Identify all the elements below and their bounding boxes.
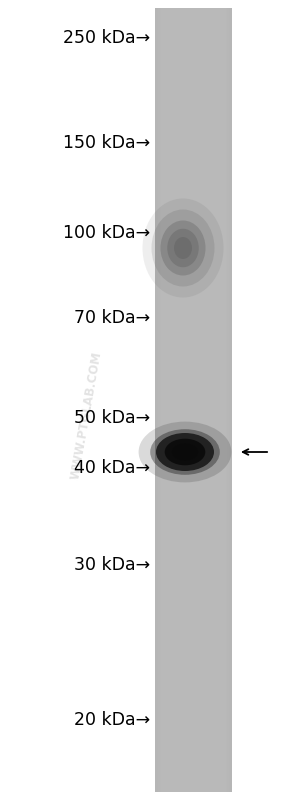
Ellipse shape: [143, 198, 223, 297]
Bar: [231, 8, 232, 792]
Text: WWW.PTGLAB.COM: WWW.PTGLAB.COM: [69, 351, 104, 480]
Ellipse shape: [172, 443, 198, 460]
Text: 250 kDa→: 250 kDa→: [62, 29, 150, 47]
Ellipse shape: [160, 221, 206, 276]
Text: 100 kDa→: 100 kDa→: [62, 224, 150, 242]
Bar: [226, 8, 227, 792]
Bar: [160, 8, 161, 792]
Bar: [228, 8, 229, 792]
Bar: [229, 8, 230, 792]
Text: 30 kDa→: 30 kDa→: [74, 556, 150, 574]
Text: 150 kDa→: 150 kDa→: [62, 134, 150, 152]
Text: 40 kDa→: 40 kDa→: [74, 459, 150, 477]
Bar: [230, 8, 231, 792]
Bar: [156, 8, 157, 792]
Bar: [227, 8, 228, 792]
Ellipse shape: [167, 229, 199, 267]
Text: 20 kDa→: 20 kDa→: [74, 711, 150, 729]
Ellipse shape: [139, 422, 231, 483]
Ellipse shape: [165, 439, 205, 465]
Ellipse shape: [174, 237, 192, 259]
Bar: [158, 8, 159, 792]
Bar: [157, 8, 158, 792]
Ellipse shape: [150, 429, 220, 475]
Ellipse shape: [156, 433, 214, 471]
Ellipse shape: [151, 209, 215, 287]
Bar: [159, 8, 160, 792]
Bar: [155, 8, 232, 792]
Text: 70 kDa→: 70 kDa→: [74, 309, 150, 327]
Bar: [155, 8, 156, 792]
Text: 50 kDa→: 50 kDa→: [74, 409, 150, 427]
